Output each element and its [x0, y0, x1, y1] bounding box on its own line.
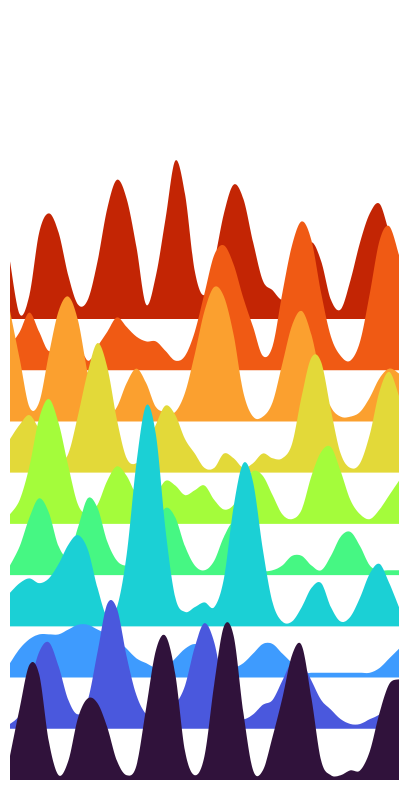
ridgeline-series-group: [10, 160, 399, 780]
ridge-series-3: [10, 286, 399, 422]
ridge-series-5: [10, 399, 399, 524]
ridge-series-4: [10, 343, 399, 473]
ridge-series-7: [10, 404, 399, 627]
ridge-series-10: [10, 622, 399, 780]
ridge-series-6: [10, 497, 399, 576]
